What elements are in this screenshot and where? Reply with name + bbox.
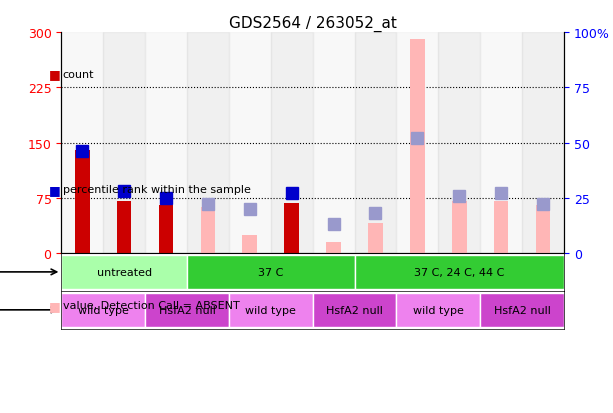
- Bar: [284, 203, 299, 253]
- Title: GDS2564 / 263052_at: GDS2564 / 263052_at: [229, 16, 397, 32]
- FancyBboxPatch shape: [354, 255, 564, 289]
- Text: ■: ■: [49, 68, 61, 81]
- Bar: [494, 202, 508, 253]
- Text: 37 C: 37 C: [258, 267, 283, 277]
- Text: wild type: wild type: [78, 305, 129, 315]
- Text: HsfA2 null: HsfA2 null: [326, 305, 383, 315]
- Text: HsfA2 null: HsfA2 null: [493, 305, 550, 315]
- Bar: [536, 206, 550, 253]
- Bar: [75, 150, 89, 253]
- Bar: [438, 33, 480, 253]
- Bar: [61, 33, 103, 253]
- Bar: [452, 202, 466, 253]
- Text: count: count: [63, 69, 94, 79]
- Text: untreated: untreated: [97, 267, 151, 277]
- Bar: [326, 242, 341, 253]
- FancyBboxPatch shape: [480, 293, 564, 327]
- FancyBboxPatch shape: [61, 255, 187, 289]
- Text: 37 C, 24 C, 44 C: 37 C, 24 C, 44 C: [414, 267, 504, 277]
- Text: value, Detection Call = ABSENT: value, Detection Call = ABSENT: [63, 301, 239, 311]
- Bar: [313, 33, 354, 253]
- Bar: [229, 33, 271, 253]
- FancyBboxPatch shape: [229, 293, 313, 327]
- Bar: [522, 33, 564, 253]
- FancyBboxPatch shape: [397, 293, 480, 327]
- FancyBboxPatch shape: [187, 255, 354, 289]
- Bar: [410, 40, 425, 253]
- Bar: [159, 206, 173, 253]
- Bar: [480, 33, 522, 253]
- Bar: [200, 208, 215, 253]
- Text: percentile rank within the sample: percentile rank within the sample: [63, 185, 250, 195]
- Bar: [243, 235, 257, 253]
- FancyBboxPatch shape: [313, 293, 397, 327]
- Text: wild type: wild type: [413, 305, 463, 315]
- Text: HsfA2 null: HsfA2 null: [159, 305, 215, 315]
- Bar: [103, 33, 145, 253]
- Bar: [368, 224, 383, 253]
- Bar: [271, 33, 313, 253]
- Bar: [354, 33, 397, 253]
- Bar: [397, 33, 438, 253]
- FancyBboxPatch shape: [145, 293, 229, 327]
- Text: ■: ■: [49, 183, 61, 197]
- Text: ■: ■: [49, 299, 61, 312]
- Text: wild type: wild type: [245, 305, 296, 315]
- Bar: [145, 33, 187, 253]
- Bar: [117, 202, 131, 253]
- FancyBboxPatch shape: [61, 293, 145, 327]
- Bar: [187, 33, 229, 253]
